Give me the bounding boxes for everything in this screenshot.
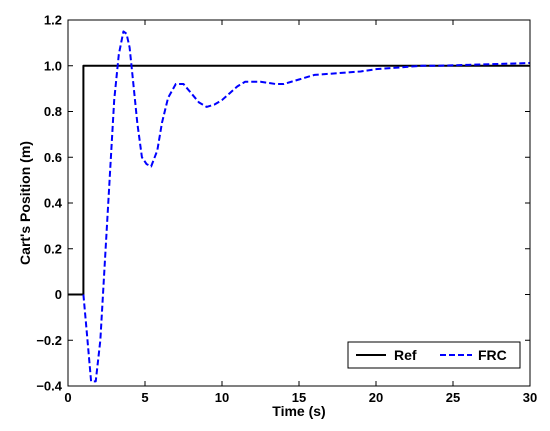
y-tick-label: 0.6: [44, 150, 62, 165]
y-tick-label: 0.2: [44, 241, 62, 256]
y-tick-label: 0.4: [44, 196, 63, 211]
x-tick-label: 25: [446, 390, 460, 405]
series-line-ref: [68, 64, 530, 296]
y-axis-label: Cart's Position (m): [17, 141, 33, 265]
y-tick-label: 1.0: [44, 58, 62, 73]
axes-layer: [67, 19, 531, 387]
series-line-frc: [82, 30, 531, 383]
y-tick-label: 1.2: [44, 13, 62, 28]
y-tick-label: 0: [55, 287, 62, 302]
x-axis-label: Time (s): [272, 403, 325, 419]
x-tick-label: 0: [64, 390, 71, 405]
legend: Ref FRC: [347, 341, 521, 369]
ticks-layer: 0 5 10 15 20 25 30 −0.4 −0.2 0 0.2 0.4 0.6 0.8 1.0 1.2: [36, 13, 537, 406]
legend-ref-label: Ref: [394, 347, 417, 363]
x-tick-label: 5: [141, 390, 148, 405]
x-tick-label: 20: [369, 390, 383, 405]
legend-box: [347, 341, 521, 369]
plot-frame: [67, 19, 531, 387]
y-tick-label: 0.8: [44, 104, 62, 119]
x-tick-label: 30: [523, 390, 537, 405]
legend-frc-label: FRC: [478, 347, 507, 363]
x-tick-label: 10: [215, 390, 229, 405]
y-tick-label: −0.2: [36, 333, 62, 348]
y-tick-label: −0.4: [36, 379, 62, 394]
series-layer: [68, 30, 531, 383]
x-tick-label: 15: [292, 390, 306, 405]
